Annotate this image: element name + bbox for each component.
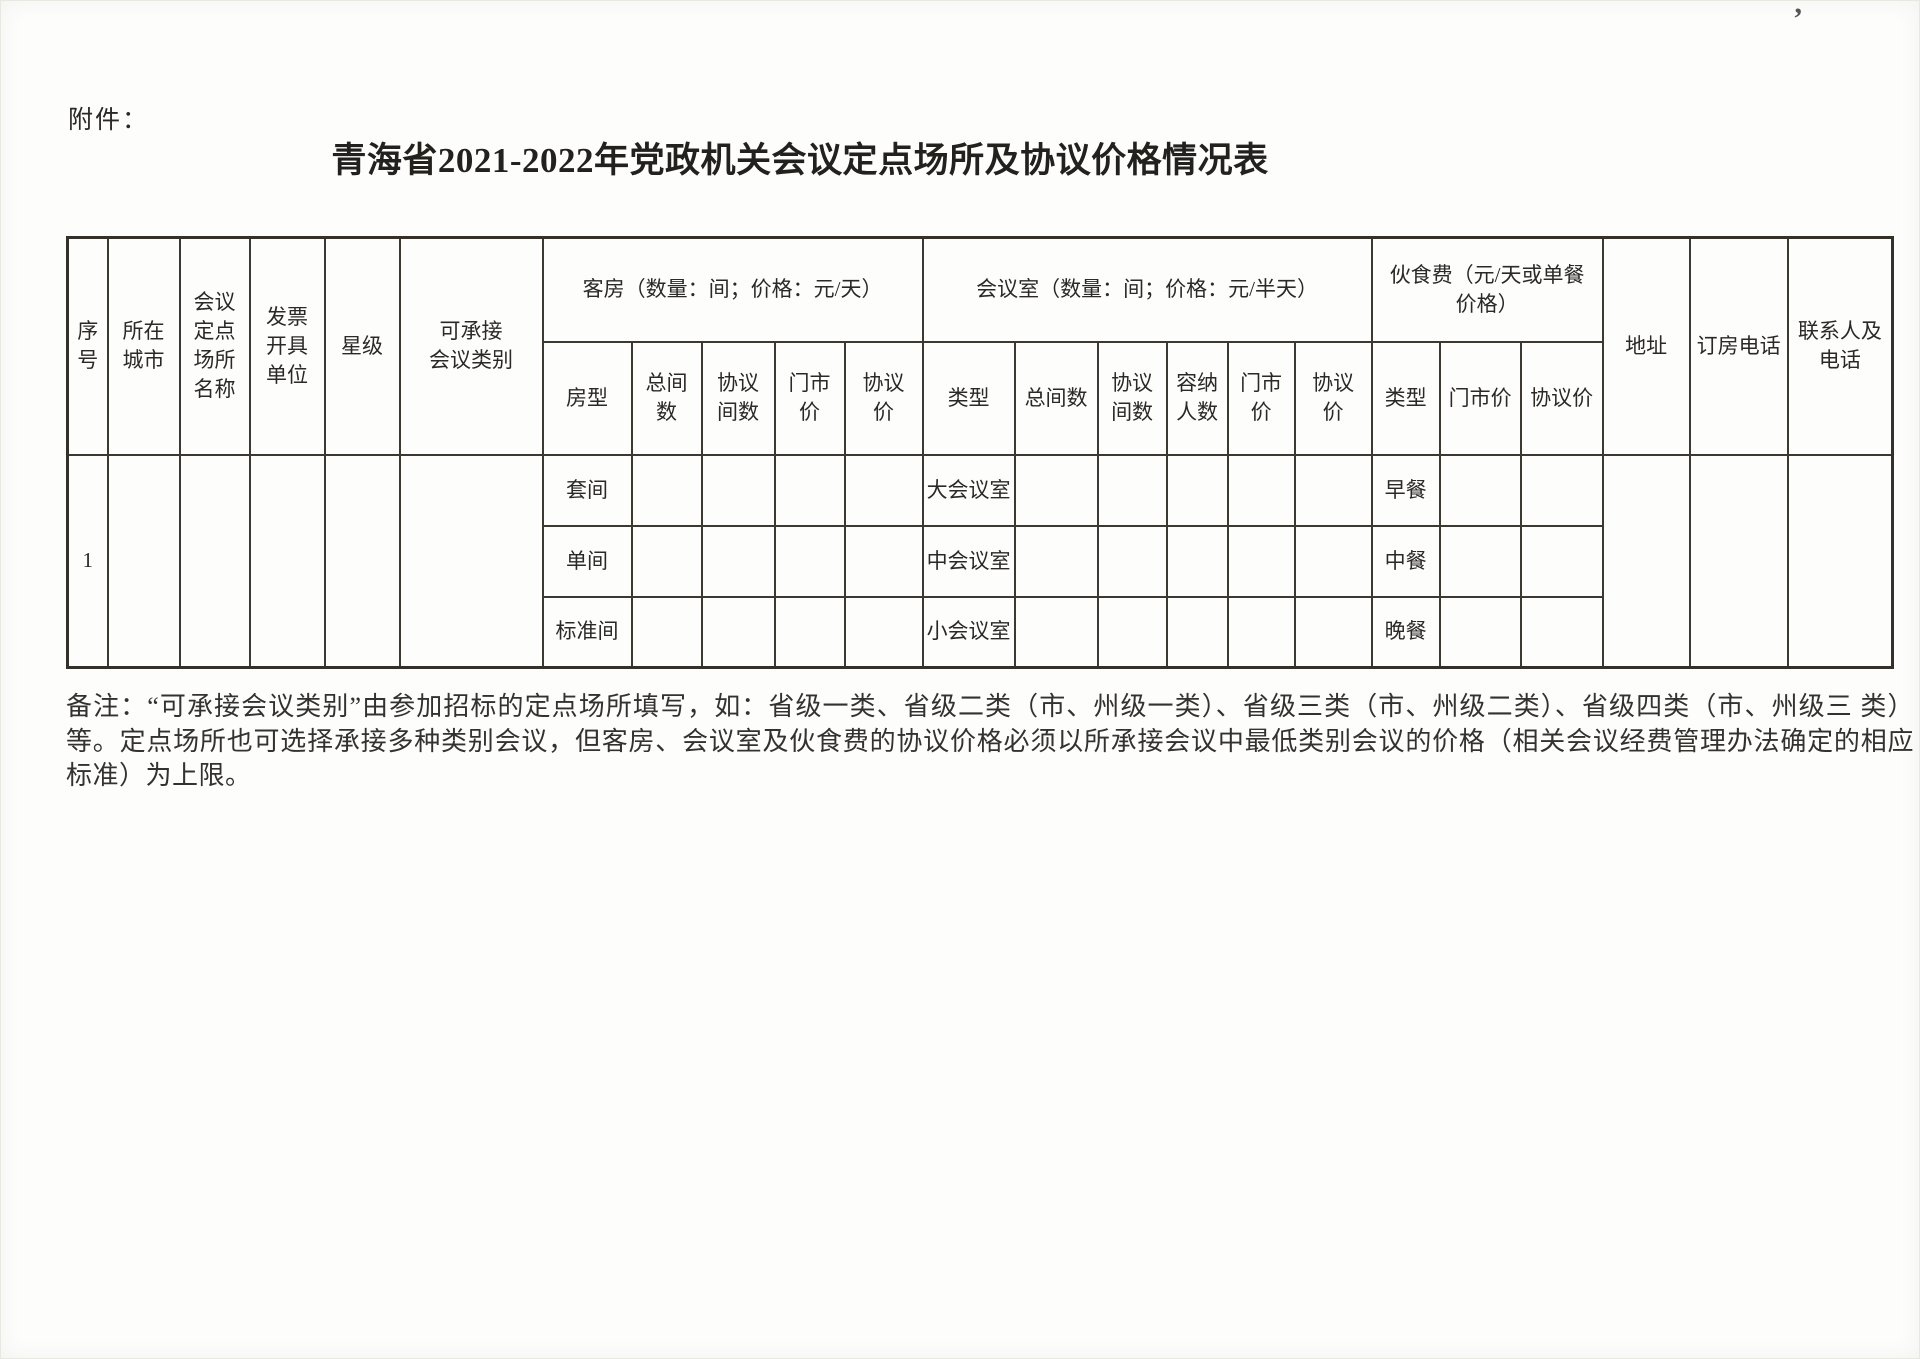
cell-blank <box>773 453 846 527</box>
scan-artifact-mark: ’ <box>1793 2 1803 35</box>
subheader-meeting-type: 类型 <box>921 340 1016 456</box>
cell-blank <box>1013 524 1099 598</box>
cell-invoice <box>248 453 326 669</box>
cell-meeting-type: 中会议室 <box>921 524 1016 598</box>
cell-blank <box>1438 453 1522 527</box>
cell-blank <box>843 524 924 598</box>
cell-blank <box>1293 595 1373 669</box>
subheader-room-agreement-count: 协议 间数 <box>700 340 776 456</box>
cell-blank <box>1293 524 1373 598</box>
cell-blank <box>1165 453 1229 527</box>
cell-blank <box>1293 453 1373 527</box>
header-invoice-unit: 发票 开具 单位 <box>248 236 326 456</box>
cell-room-type: 套间 <box>541 453 633 527</box>
cell-blank <box>773 524 846 598</box>
cell-blank <box>1096 524 1168 598</box>
subheader-meal-type: 类型 <box>1370 340 1441 456</box>
title-row: 青海省2021-2022年党政机关会议定点场所及协议价格情况表 <box>0 132 1600 183</box>
subheader-room-agreement-price: 协议 价 <box>843 340 924 456</box>
cell-address <box>1601 453 1691 669</box>
cell-blank <box>1165 524 1229 598</box>
cell-star <box>323 453 401 669</box>
table-container: 序 号 所在 城市 会议 定点 场所 名称 发票 开具 单位 星级 可承接 会议… <box>66 236 1895 669</box>
cell-blank <box>1519 524 1604 598</box>
cell-blank <box>843 453 924 527</box>
cell-meal-type: 中餐 <box>1370 524 1441 598</box>
page-title: 青海省2021-2022年党政机关会议定点场所及协议价格情况表 <box>331 141 1269 180</box>
cell-venue <box>178 453 251 669</box>
cell-blank <box>700 453 776 527</box>
cell-blank <box>1226 524 1296 598</box>
cell-blank <box>700 595 776 669</box>
cell-blank <box>630 453 703 527</box>
header-contact: 联系人及 电话 <box>1786 236 1894 456</box>
subheader-room-type: 房型 <box>541 340 633 456</box>
subheader-meeting-agreement-price: 协议 价 <box>1293 340 1373 456</box>
header-star-rating: 星级 <box>323 236 401 456</box>
attachment-label: 附件： <box>68 107 150 134</box>
cell-blank <box>843 595 924 669</box>
header-conference-category: 可承接 会议类别 <box>398 236 544 456</box>
subheader-room-retail-price: 门市 价 <box>773 340 846 456</box>
header-seq: 序 号 <box>66 236 109 456</box>
cell-blank <box>773 595 846 669</box>
subheader-room-total: 总间 数 <box>630 340 703 456</box>
cell-blank <box>1013 595 1099 669</box>
cell-meeting-type: 大会议室 <box>921 453 1016 527</box>
cell-blank <box>1096 595 1168 669</box>
cell-meeting-type: 小会议室 <box>921 595 1016 669</box>
header-venue-name: 会议 定点 场所 名称 <box>178 236 251 456</box>
cell-contact <box>1786 453 1894 669</box>
cell-blank <box>1519 595 1604 669</box>
subheader-meeting-capacity: 容纳 人数 <box>1165 340 1229 456</box>
cell-booking-phone <box>1688 453 1789 669</box>
data-row-2: 单间 中会议室 中餐 <box>68 524 1893 598</box>
cell-blank <box>1438 524 1522 598</box>
price-table: 序 号 所在 城市 会议 定点 场所 名称 发票 开具 单位 星级 可承接 会议… <box>66 236 1895 669</box>
cell-category <box>398 453 544 669</box>
cell-blank <box>1096 453 1168 527</box>
header-meal-group: 伙食费（元/天或单餐 价格） <box>1370 236 1604 343</box>
subheader-meal-retail-price: 门市价 <box>1438 340 1522 456</box>
header-row-sub: 房型 总间 数 协议 间数 门市 价 协议 价 类型 总间数 协议 间数 容纳 … <box>68 340 1893 456</box>
cell-blank <box>1519 453 1604 527</box>
header-meetingroom-group: 会议室（数量：间；价格：元/半天） <box>921 236 1373 343</box>
cell-blank <box>630 595 703 669</box>
subheader-meal-agreement-price: 协议价 <box>1519 340 1604 456</box>
header-address: 地址 <box>1601 236 1691 456</box>
data-row-3: 标准间 小会议室 晚餐 <box>68 595 1893 669</box>
header-row-groups: 序 号 所在 城市 会议 定点 场所 名称 发票 开具 单位 星级 可承接 会议… <box>66 236 1894 456</box>
data-row-1: 1 套间 大会议室 早餐 <box>66 453 1894 669</box>
subheader-meeting-agreement-count: 协议 间数 <box>1096 340 1168 456</box>
cell-room-type: 标准间 <box>541 595 633 669</box>
cell-meal-type: 晚餐 <box>1370 595 1441 669</box>
header-city: 所在 城市 <box>106 236 181 456</box>
cell-seq: 1 <box>66 453 109 669</box>
cell-room-type: 单间 <box>541 524 633 598</box>
cell-blank <box>1165 595 1229 669</box>
cell-blank <box>630 524 703 598</box>
footnote: 备注：“可承接会议类别”由参加招标的定点场所填写，如：省级一类、省级二类（市、州… <box>66 692 1914 791</box>
cell-meal-type: 早餐 <box>1370 453 1441 527</box>
cell-city <box>106 453 181 669</box>
cell-blank <box>700 524 776 598</box>
cell-blank <box>1226 595 1296 669</box>
header-guestroom-group: 客房（数量：间；价格：元/天） <box>541 236 924 343</box>
cell-blank <box>1438 595 1522 669</box>
subheader-meeting-retail-price: 门市 价 <box>1226 340 1296 456</box>
subheader-meeting-total: 总间数 <box>1013 340 1099 456</box>
cell-blank <box>1013 453 1099 527</box>
header-booking-phone: 订房电话 <box>1688 236 1789 456</box>
cell-blank <box>1226 453 1296 527</box>
